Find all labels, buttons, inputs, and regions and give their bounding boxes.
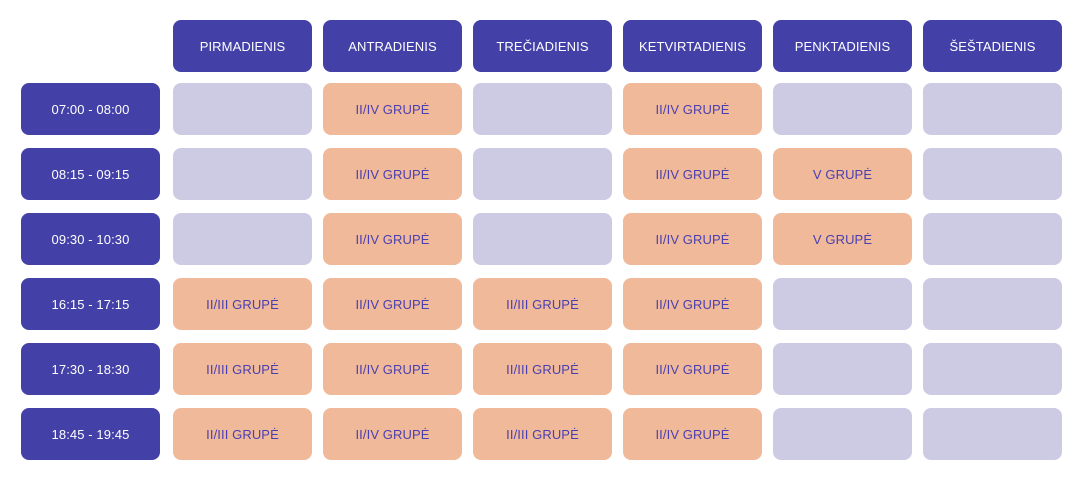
schedule-slot-booked: II/IV GRUPĖ xyxy=(623,148,762,200)
day-header-3: TREČIADIENIS xyxy=(473,20,612,72)
schedule-slot-booked: II/IV GRUPĖ xyxy=(623,408,762,460)
schedule-slot-empty xyxy=(773,278,912,330)
schedule-slot-empty xyxy=(173,213,312,265)
day-header-1: PIRMADIENIS xyxy=(173,20,312,72)
schedule-slot-booked: II/IV GRUPĖ xyxy=(323,343,462,395)
time-slot-label: 07:00 - 08:00 xyxy=(21,83,160,135)
schedule-slot-empty xyxy=(923,213,1062,265)
day-header-5: PENKTADIENIS xyxy=(773,20,912,72)
schedule-slot-booked: II/III GRUPĖ xyxy=(473,343,612,395)
schedule-slot-empty xyxy=(173,148,312,200)
schedule-slot-booked: II/III GRUPĖ xyxy=(473,278,612,330)
schedule-slot-booked: II/IV GRUPĖ xyxy=(323,408,462,460)
time-slot-label: 09:30 - 10:30 xyxy=(21,213,160,265)
day-header-2: ANTRADIENIS xyxy=(323,20,462,72)
schedule-slot-booked: II/IV GRUPĖ xyxy=(323,213,462,265)
time-slot-label: 18:45 - 19:45 xyxy=(21,408,160,460)
schedule-slot-booked: II/IV GRUPĖ xyxy=(623,343,762,395)
schedule-slot-booked: V GRUPĖ xyxy=(773,148,912,200)
schedule-slot-empty xyxy=(473,213,612,265)
schedule-slot-empty xyxy=(773,83,912,135)
schedule-slot-empty xyxy=(923,278,1062,330)
schedule-slot-booked: II/III GRUPĖ xyxy=(173,278,312,330)
schedule-slot-empty xyxy=(773,343,912,395)
schedule-slot-empty xyxy=(173,83,312,135)
schedule-slot-booked: V GRUPĖ xyxy=(773,213,912,265)
schedule-slot-booked: II/IV GRUPĖ xyxy=(623,278,762,330)
schedule-slot-booked: II/III GRUPĖ xyxy=(173,343,312,395)
time-slot-label: 16:15 - 17:15 xyxy=(21,278,160,330)
schedule-slot-booked: II/IV GRUPĖ xyxy=(323,278,462,330)
schedule-slot-empty xyxy=(773,408,912,460)
schedule-slot-booked: II/IV GRUPĖ xyxy=(323,83,462,135)
schedule-slot-empty xyxy=(923,83,1062,135)
schedule-slot-empty xyxy=(473,83,612,135)
schedule-slot-booked: II/III GRUPĖ xyxy=(173,408,312,460)
schedule-slot-booked: II/IV GRUPĖ xyxy=(623,213,762,265)
schedule-slot-empty xyxy=(923,408,1062,460)
day-header-4: KETVIRTADIENIS xyxy=(623,20,762,72)
schedule-slot-empty xyxy=(923,148,1062,200)
schedule-slot-booked: II/IV GRUPĖ xyxy=(323,148,462,200)
schedule-slot-empty xyxy=(923,343,1062,395)
time-slot-label: 17:30 - 18:30 xyxy=(21,343,160,395)
schedule-slot-booked: II/IV GRUPĖ xyxy=(623,83,762,135)
schedule-slot-empty xyxy=(473,148,612,200)
schedule-slot-booked: II/III GRUPĖ xyxy=(473,408,612,460)
time-slot-label: 08:15 - 09:15 xyxy=(21,148,160,200)
day-header-6: ŠEŠTADIENIS xyxy=(923,20,1062,72)
